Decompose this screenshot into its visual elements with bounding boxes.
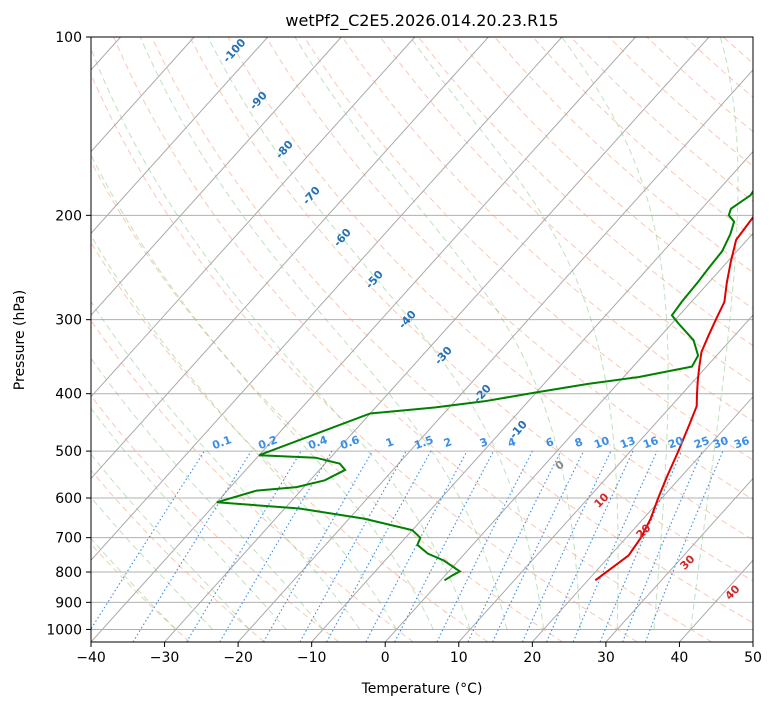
mixing-ratio-label: 4 — [506, 435, 518, 450]
y-tick-label: 1000 — [46, 622, 82, 638]
mixing-ratio-line — [572, 450, 658, 642]
isotherm — [384, 232, 753, 642]
mixing-ratio-label: 8 — [573, 435, 585, 450]
y-tick-label: 100 — [55, 30, 82, 46]
dry-adiabat — [91, 469, 265, 642]
mixing-ratio-label: 25 — [692, 434, 711, 451]
plot-area — [91, 37, 753, 642]
isotherm — [91, 37, 489, 480]
y-tick-label: 200 — [55, 208, 82, 224]
moist-adiabat — [561, 37, 669, 630]
mixing-ratio-label: 2 — [442, 435, 454, 450]
x-tick-label: −20 — [223, 650, 253, 666]
mixing-ratio-line — [132, 450, 252, 642]
x-tick-label: −30 — [150, 650, 180, 666]
mixing-ratio-label: 16 — [641, 434, 660, 452]
mixing-ratio-line — [622, 450, 703, 642]
moist-adiabat — [91, 357, 324, 630]
dry-adiabat — [91, 543, 191, 642]
mixing-ratio-line — [299, 450, 407, 642]
moist-adiabat — [91, 300, 361, 630]
mixing-ratio-line — [365, 450, 468, 642]
mixing-ratio-line — [644, 450, 724, 642]
x-tick-label: −10 — [297, 650, 327, 666]
mixing-ratio-label: 0.4 — [306, 433, 329, 452]
y-tick-label: 500 — [55, 444, 82, 460]
dry-adiabat — [265, 37, 753, 501]
mixing-ratio-label: 6 — [544, 435, 556, 450]
mixing-ratio-line — [436, 450, 533, 642]
y-tick-label: 900 — [55, 595, 82, 611]
mixing-ratio-label: 36 — [732, 434, 751, 452]
y-axis-label: Pressure (hPa) — [12, 290, 28, 390]
x-tick-label: 30 — [597, 650, 615, 666]
mixing-ratio-label: 0.1 — [210, 433, 233, 452]
chart-title: wetPf2_C2E5.2026.014.20.23.R15 — [285, 11, 558, 31]
axis-ticks: -100-90-80-70-60-50-40-30-20-100.1 0.2 0.4… — [46, 30, 762, 666]
isotherm — [311, 150, 753, 642]
dewpoint-profile — [216, 189, 753, 582]
dry-adiabat — [151, 37, 753, 624]
moist-adiabat — [207, 37, 545, 630]
isotherm — [458, 314, 753, 642]
mixing-ratio-label: 30 — [711, 434, 730, 452]
moist-adiabat — [294, 37, 581, 630]
x-axis-label: Temperature (°C) — [361, 681, 483, 697]
dry-adiabat — [91, 160, 563, 642]
isotherm — [164, 37, 710, 642]
mixing-ratio-line — [326, 450, 432, 642]
x-tick-label: 10 — [450, 650, 468, 666]
x-tick-label: 20 — [523, 650, 541, 666]
isotherm — [91, 37, 416, 398]
y-tick-label: 700 — [55, 531, 82, 547]
isotherm — [531, 396, 753, 642]
dry-adiabat — [456, 37, 753, 310]
temperature-profile — [594, 215, 753, 582]
mixing-ratio-line — [91, 450, 205, 630]
mixing-ratio-label: 0.2 — [256, 433, 279, 452]
dry-adiabat — [189, 37, 753, 582]
isotherm — [91, 37, 269, 235]
moist-adiabat — [690, 37, 739, 630]
x-tick-label: 50 — [744, 650, 762, 666]
mixing-ratio-label: 20 — [666, 434, 685, 452]
mixing-ratio-label: 1 — [384, 435, 396, 450]
moist-adiabat — [409, 37, 619, 630]
x-tick-label: −40 — [76, 650, 106, 666]
isotherm — [91, 37, 195, 153]
moist-adiabat — [139, 37, 508, 630]
y-tick-label: 600 — [55, 491, 82, 507]
mixing-ratio-line — [546, 450, 634, 642]
x-tick-label: 0 — [381, 650, 390, 666]
isotherm — [237, 69, 753, 642]
mixing-ratio-label: 1.5 — [412, 433, 435, 452]
mixing-ratio-line — [599, 450, 683, 642]
dry-adiabat — [91, 241, 489, 642]
mixing-ratio-label: 3 — [478, 435, 490, 450]
isotherm — [91, 37, 563, 562]
mixing-ratio-label: 10 — [592, 434, 611, 452]
isotherm — [605, 477, 753, 642]
moist-adiabat — [91, 234, 397, 630]
mixing-ratio-label: 13 — [618, 434, 637, 451]
y-tick-label: 800 — [55, 565, 82, 581]
isotherm — [91, 37, 342, 316]
y-tick-label: 400 — [55, 387, 82, 403]
moist-adiabat — [91, 153, 434, 630]
mixing-ratio-label: 0.6 — [338, 433, 361, 452]
plot-frame — [90, 36, 754, 643]
isotherm — [91, 37, 636, 642]
x-tick-label: 40 — [671, 650, 689, 666]
dry-adiabat — [91, 395, 340, 642]
y-tick-label: 300 — [55, 313, 82, 329]
